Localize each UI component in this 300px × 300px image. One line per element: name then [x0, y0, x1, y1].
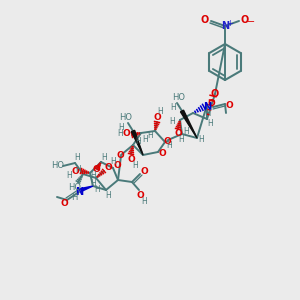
Text: O: O: [113, 161, 121, 170]
Text: H: H: [110, 158, 116, 166]
Text: H: H: [207, 119, 213, 128]
Text: H: H: [170, 103, 176, 112]
Polygon shape: [181, 110, 197, 138]
Text: H: H: [90, 172, 96, 181]
Text: H: H: [74, 154, 80, 163]
Text: HO: HO: [52, 161, 64, 170]
Text: O: O: [163, 136, 171, 146]
Text: H: H: [132, 160, 138, 169]
Text: H: H: [135, 137, 141, 146]
Polygon shape: [131, 130, 143, 155]
Text: H: H: [117, 128, 123, 137]
Text: O: O: [122, 130, 130, 139]
Text: H: H: [66, 170, 72, 179]
Text: HO: HO: [172, 94, 185, 103]
Text: N: N: [221, 21, 229, 31]
Text: −: −: [247, 17, 255, 27]
Text: H: H: [75, 166, 81, 175]
Text: H: H: [105, 191, 111, 200]
Text: O: O: [225, 100, 233, 109]
Text: H: H: [198, 136, 204, 145]
Text: H: H: [142, 134, 148, 143]
Text: N: N: [75, 187, 83, 197]
Text: O: O: [116, 152, 124, 160]
Text: HO: HO: [119, 113, 133, 122]
Text: H: H: [101, 154, 107, 163]
Text: H: H: [178, 136, 184, 145]
Text: H: H: [71, 194, 77, 202]
Text: O: O: [174, 130, 182, 139]
Text: O: O: [60, 200, 68, 208]
Text: H: H: [94, 184, 100, 194]
Text: O: O: [201, 15, 209, 25]
Text: O: O: [140, 167, 148, 176]
Text: O: O: [71, 167, 79, 176]
Text: O: O: [92, 166, 100, 175]
Text: H: H: [147, 130, 153, 140]
Text: O: O: [241, 15, 249, 25]
Text: H: H: [183, 128, 189, 136]
Text: H: H: [166, 140, 172, 149]
Text: H: H: [169, 118, 175, 127]
Text: O: O: [104, 163, 112, 172]
Text: O: O: [153, 112, 161, 122]
Text: H: H: [141, 196, 147, 206]
Text: N: N: [203, 102, 211, 112]
Text: H: H: [118, 122, 124, 131]
Text: O: O: [127, 154, 135, 164]
Text: O: O: [158, 149, 166, 158]
Text: O: O: [136, 190, 144, 200]
Text: +: +: [226, 20, 233, 28]
Polygon shape: [80, 186, 93, 191]
Text: H: H: [204, 110, 210, 118]
Text: O: O: [207, 98, 215, 107]
Text: HO: HO: [68, 184, 82, 193]
Text: H: H: [157, 106, 163, 116]
Text: H: H: [90, 178, 96, 188]
Text: O: O: [211, 89, 219, 99]
